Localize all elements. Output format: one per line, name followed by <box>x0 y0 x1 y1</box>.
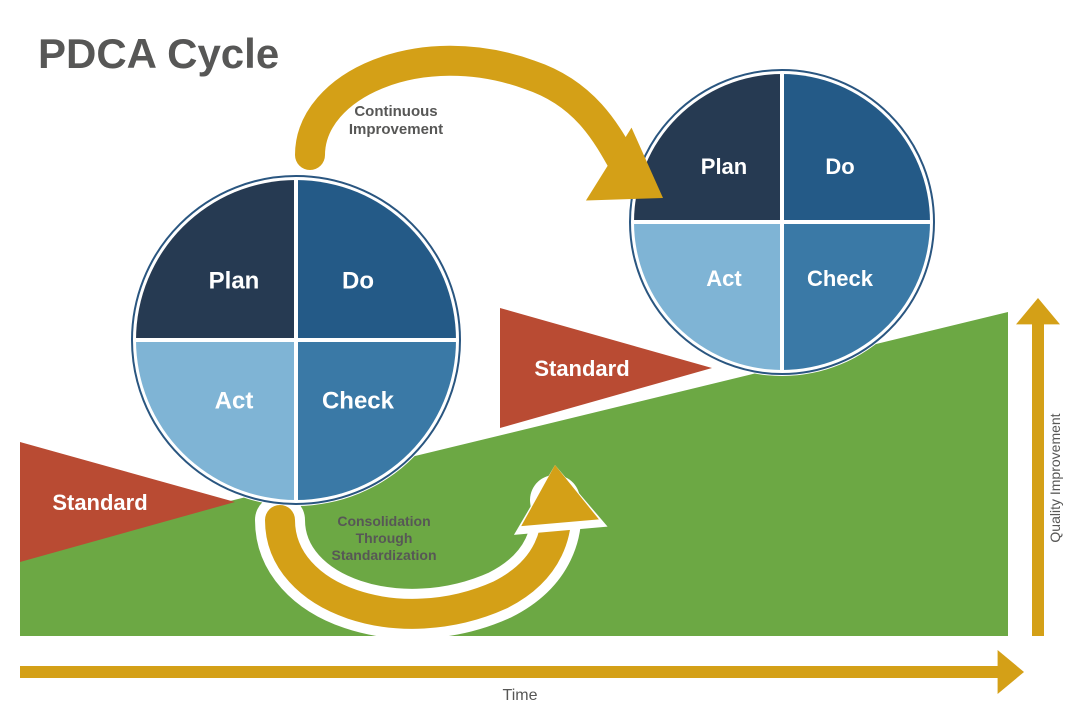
pdca-1-label-act: Act <box>215 387 254 414</box>
time-axis-label: Time <box>503 687 538 704</box>
pdca-1-quad-act <box>136 340 296 500</box>
time-axis-head <box>998 650 1024 694</box>
pdca-2-quad-plan <box>634 74 782 222</box>
pdca-1-label-check: Check <box>322 387 395 414</box>
pdca-1-label-do: Do <box>342 267 374 294</box>
callout-1: ContinuousImprovement <box>349 103 443 138</box>
quality-axis-label: Quality Improvement <box>1047 413 1063 542</box>
page-title: PDCA Cycle <box>38 30 279 78</box>
pdca-2-label-plan: Plan <box>701 154 747 179</box>
diagram-svg: Standard Standard Plan Do Check Act Plan Do Chec… <box>0 0 1067 720</box>
standard-wedge-2-label: Standard <box>534 356 629 381</box>
pdca-1-label-plan: Plan <box>209 267 260 294</box>
quality-axis-head <box>1016 298 1060 324</box>
callout-1-line-2: Improvement <box>349 121 443 138</box>
callout-2-line-1: Consolidation <box>337 513 430 529</box>
pdca-1-quad-plan <box>136 180 296 340</box>
callout-2-line-2: Through <box>356 530 413 546</box>
pdca-2-quad-act <box>634 222 782 370</box>
pdca-diagram: PDCA Cycle Standard Standard Plan Do Check Ac… <box>0 0 1067 720</box>
pdca-2-label-act: Act <box>706 266 742 291</box>
standard-wedge-1-label: Standard <box>52 490 147 515</box>
pdca-2-label-do: Do <box>825 154 854 179</box>
pdca-1-quad-do <box>296 180 456 340</box>
callout-1-line-1: Continuous <box>354 103 437 120</box>
callout-2-line-3: Standardization <box>331 547 436 563</box>
pdca-2-label-check: Check <box>807 266 874 291</box>
pdca-2-quad-do <box>782 74 930 222</box>
